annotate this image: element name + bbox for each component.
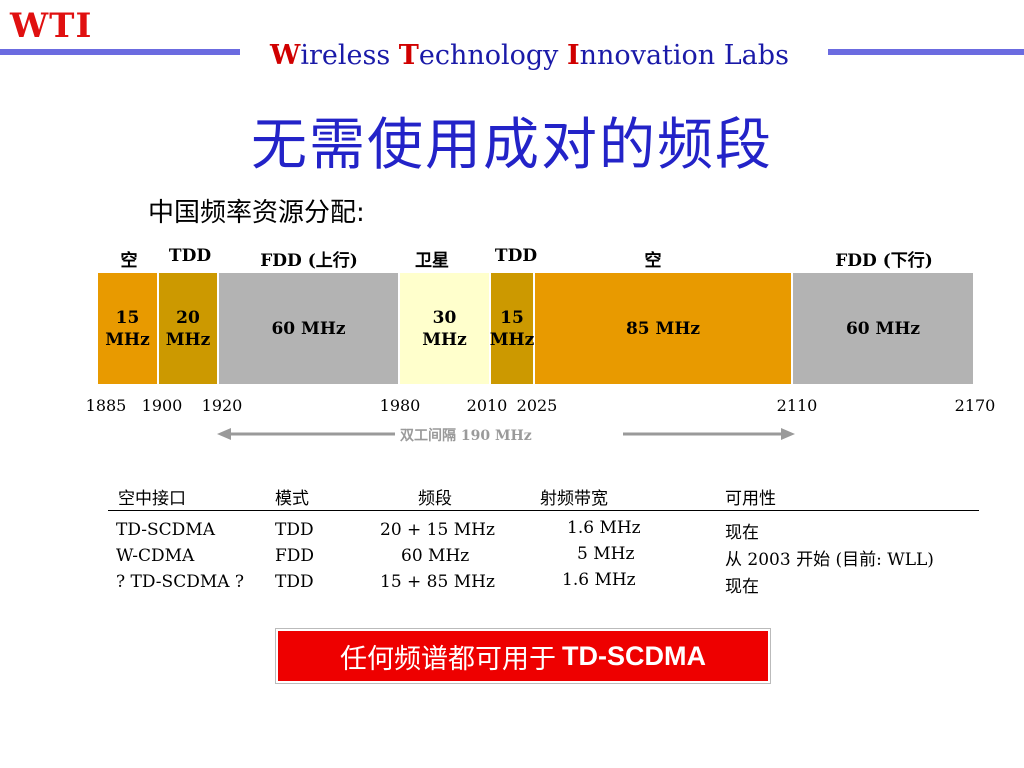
frequency-tick: 2025 (516, 396, 558, 415)
band-size: 20 (176, 307, 200, 328)
table-cell: 1.6 MHz (562, 570, 636, 590)
band-segment: 20 MHz (159, 273, 219, 384)
column-header: 频段 (418, 489, 452, 509)
lab-name: Wireless Technology Innovation Labs (270, 40, 789, 71)
band-size: 60 MHz (271, 318, 346, 339)
lab-name-word: ireless (300, 40, 399, 71)
band-top-label: 空 (644, 251, 662, 271)
band-segment: 60 MHz (219, 273, 400, 384)
band-segment: 15 MHz (489, 273, 535, 384)
band-top-label: TDD (168, 246, 212, 266)
band-segment: 30 MHz (400, 273, 491, 384)
table-cell: 从 2003 开始 (目前: WLL) (725, 550, 934, 570)
band-size-unit: MHz (489, 329, 535, 350)
band-size: 15 (115, 307, 140, 328)
table-cell: TDD (275, 572, 314, 592)
duplex-spacing-label: 双工间隔 190 MHz (400, 428, 532, 444)
column-header: 空中接口 (118, 489, 186, 509)
frequency-tick: 2010 (466, 396, 508, 415)
td-scdma-banner: 任何频谱都可用于 TD-SCDMA (275, 628, 771, 684)
table-cell: TDD (275, 520, 314, 540)
table-cell: 5 MHz (577, 544, 635, 564)
table-cell: FDD (275, 546, 315, 566)
table-cell: TD-SCDMA (116, 520, 215, 540)
table-cell: W-CDMA (116, 546, 195, 566)
band-top-label: FDD (下行) (835, 251, 933, 271)
band-segment: 85 MHz (535, 273, 793, 384)
slide-title: 无需使用成对的频段 (251, 113, 773, 178)
band-top-label: 卫星 (415, 251, 449, 271)
lab-name-word: nnovation Labs (579, 40, 789, 71)
lab-name-initial: W (270, 40, 301, 71)
frequency-tick: 1900 (141, 396, 183, 415)
band-size-unit: MHz (165, 329, 211, 350)
slide-subtitle: 中国频率资源分配: (148, 198, 365, 228)
frequency-tick: 2110 (776, 396, 818, 415)
column-header: 射频带宽 (540, 489, 608, 509)
table-cell: ? TD-SCDMA ? (116, 572, 245, 592)
band-top-label: FDD (上行) (260, 251, 358, 271)
lab-name-initial: T (398, 40, 419, 71)
table-cell: 现在 (725, 523, 759, 543)
lab-name-initial: I (567, 40, 580, 71)
band-top-label: TDD (494, 246, 538, 266)
band-size: 85 MHz (625, 318, 701, 339)
band-top-label: 空 (120, 251, 138, 271)
table-cell: 20 + 15 MHz (380, 520, 495, 540)
frequency-tick: 1980 (379, 396, 421, 415)
band-size: 15 (500, 307, 524, 328)
band-size-unit: MHz (105, 329, 150, 350)
table-cell: 15 + 85 MHz (380, 572, 495, 592)
table-header-rule (108, 510, 979, 511)
lab-name-word: echnology (418, 40, 568, 71)
frequency-tick: 1920 (201, 396, 243, 415)
banner-text: 任何频谱都可用于 (340, 643, 556, 675)
wti-logo: WTI (10, 6, 93, 46)
table-cell: 60 MHz (401, 546, 470, 566)
header-rule-right (828, 49, 1024, 55)
column-header: 可用性 (725, 489, 776, 509)
band-segment: 60 MHz (793, 273, 973, 384)
duplex-spacing-arrow (217, 428, 795, 440)
banner-emphasis: TD-SCDMA (562, 640, 706, 671)
band-size: 60 MHz (845, 318, 921, 339)
header-rule-left (0, 49, 240, 55)
frequency-tick: 2170 (954, 396, 996, 415)
table-cell: 现在 (725, 577, 759, 597)
frequency-tick: 1885 (85, 396, 127, 415)
column-header: 模式 (275, 489, 309, 509)
table-cell: 1.6 MHz (567, 518, 641, 538)
band-segment: 15 MHz (98, 273, 159, 384)
band-size-unit: MHz (422, 329, 467, 350)
band-size: 30 (432, 307, 457, 328)
